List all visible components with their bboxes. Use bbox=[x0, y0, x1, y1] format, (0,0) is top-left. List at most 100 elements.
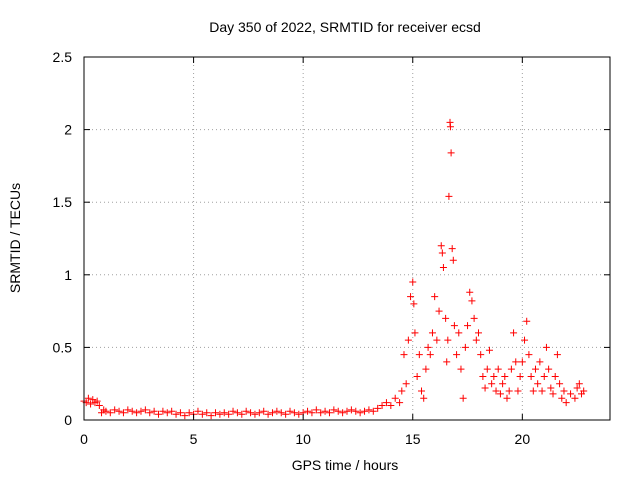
data-point bbox=[499, 380, 507, 388]
x-tick-label: 10 bbox=[295, 431, 311, 447]
data-point bbox=[494, 365, 502, 373]
data-point bbox=[398, 387, 406, 395]
data-point bbox=[84, 394, 92, 402]
data-point bbox=[361, 407, 369, 415]
data-point bbox=[545, 365, 553, 373]
data-point bbox=[356, 409, 364, 417]
data-point bbox=[212, 409, 219, 417]
data-point bbox=[286, 407, 294, 415]
data-point bbox=[352, 407, 360, 415]
data-point bbox=[450, 322, 458, 330]
data-point bbox=[124, 406, 132, 414]
data-point bbox=[321, 407, 329, 415]
x-tick-label: 0 bbox=[80, 431, 88, 447]
data-point bbox=[560, 387, 568, 395]
data-point bbox=[461, 343, 469, 351]
data-point bbox=[422, 365, 430, 373]
y-tick-label: 0 bbox=[64, 412, 72, 428]
data-point bbox=[492, 387, 500, 395]
data-point bbox=[255, 409, 263, 417]
data-point bbox=[225, 410, 233, 418]
data-point bbox=[457, 365, 465, 373]
data-point bbox=[485, 346, 493, 354]
data-point bbox=[396, 399, 404, 407]
data-point bbox=[433, 336, 441, 344]
data-point bbox=[534, 380, 542, 388]
data-point bbox=[378, 401, 386, 409]
data-point bbox=[295, 410, 303, 418]
data-point bbox=[413, 372, 421, 380]
data-point bbox=[106, 409, 114, 417]
y-tick-label: 0.5 bbox=[53, 339, 73, 355]
data-point bbox=[404, 336, 412, 344]
y-tick-label: 2.5 bbox=[53, 49, 73, 65]
data-point bbox=[507, 365, 515, 373]
data-point bbox=[424, 343, 432, 351]
data-point bbox=[102, 407, 110, 415]
data-point bbox=[567, 390, 575, 398]
data-point bbox=[523, 317, 531, 325]
chart-title: Day 350 of 2022, SRMTID for receiver ecs… bbox=[209, 19, 481, 35]
data-point bbox=[229, 407, 237, 415]
data-point bbox=[521, 336, 529, 344]
data-point bbox=[87, 400, 95, 408]
data-point bbox=[339, 409, 347, 417]
data-point bbox=[510, 329, 518, 337]
data-point bbox=[369, 407, 377, 415]
data-point bbox=[415, 351, 423, 359]
data-point bbox=[308, 409, 316, 417]
data-point bbox=[448, 245, 456, 253]
data-point bbox=[93, 397, 101, 405]
data-point bbox=[438, 249, 446, 257]
x-axis-label: GPS time / hours bbox=[292, 457, 399, 473]
data-point bbox=[437, 242, 445, 250]
data-point bbox=[431, 293, 439, 301]
data-point bbox=[185, 409, 193, 417]
data-point bbox=[290, 409, 298, 417]
data-point bbox=[402, 380, 410, 388]
data-point bbox=[443, 358, 451, 366]
data-point bbox=[470, 314, 478, 322]
data-point bbox=[439, 264, 447, 272]
data-point bbox=[238, 410, 246, 418]
data-point bbox=[558, 394, 566, 402]
data-point bbox=[260, 407, 268, 415]
data-point bbox=[488, 380, 496, 388]
data-point bbox=[247, 409, 255, 417]
data-point bbox=[525, 351, 533, 359]
plot-frame bbox=[83, 56, 611, 421]
data-point bbox=[453, 351, 461, 359]
data-point bbox=[155, 410, 163, 418]
data-point bbox=[464, 322, 472, 330]
data-point bbox=[447, 149, 455, 157]
data-point bbox=[304, 407, 312, 415]
data-point bbox=[551, 372, 559, 380]
data-point bbox=[203, 409, 211, 417]
data-point bbox=[536, 358, 544, 366]
data-point bbox=[418, 387, 426, 395]
data-point bbox=[490, 372, 498, 380]
data-point bbox=[334, 407, 342, 415]
data-point bbox=[194, 407, 202, 415]
data-point bbox=[233, 409, 241, 417]
data-point bbox=[176, 409, 184, 417]
data-point bbox=[216, 410, 224, 418]
data-point bbox=[365, 406, 373, 414]
data-point bbox=[330, 406, 338, 414]
data-point bbox=[264, 410, 272, 418]
y-axis-label: SRMTID / TECUs bbox=[7, 183, 23, 293]
data-point bbox=[374, 404, 382, 412]
data-point bbox=[556, 380, 564, 388]
data-point bbox=[442, 314, 450, 322]
data-point bbox=[128, 407, 136, 415]
tick-marks bbox=[83, 56, 610, 421]
data-point bbox=[251, 410, 259, 418]
data-point bbox=[95, 401, 103, 409]
data-point bbox=[496, 390, 504, 398]
data-point bbox=[111, 406, 119, 414]
x-tick-label: 5 bbox=[190, 431, 198, 447]
y-tick-label: 2 bbox=[64, 122, 72, 138]
data-point bbox=[468, 297, 476, 305]
chart-grid bbox=[84, 57, 610, 420]
